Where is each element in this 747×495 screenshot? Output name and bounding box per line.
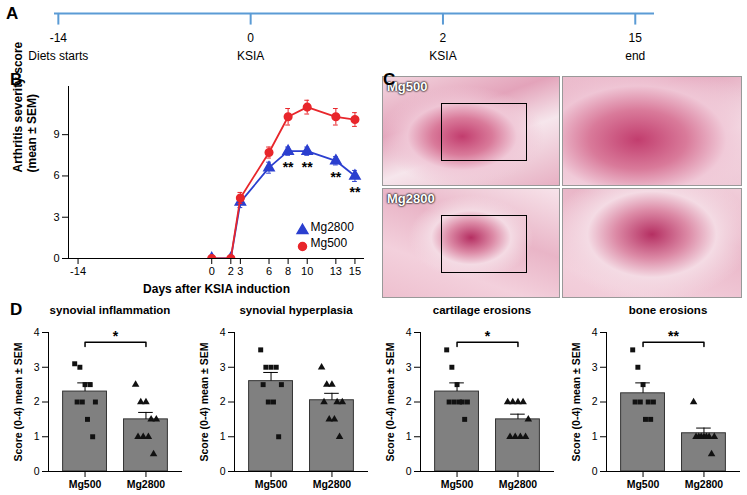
svg-text:KSIA: KSIA: [237, 49, 264, 63]
svg-text:13: 13: [330, 265, 342, 277]
svg-text:1: 1: [592, 430, 598, 442]
svg-text:Score (0-4) mean ± SEM: Score (0-4) mean ± SEM: [198, 342, 210, 461]
svg-text:0: 0: [34, 465, 40, 477]
svg-text:3: 3: [53, 211, 59, 223]
svg-text:Score (0-4) mean ± SEM: Score (0-4) mean ± SEM: [12, 342, 24, 461]
svg-text:0: 0: [406, 465, 412, 477]
svg-text:2: 2: [228, 265, 234, 277]
svg-text:end: end: [625, 49, 645, 63]
svg-text:Mg500: Mg500: [627, 478, 660, 490]
svg-text:Score (0-4) mean ± SEM: Score (0-4) mean ± SEM: [570, 342, 582, 461]
svg-text:0: 0: [592, 465, 598, 477]
svg-text:Mg500: Mg500: [441, 478, 474, 490]
svg-text:Mg500: Mg500: [311, 236, 348, 250]
svg-text:**: **: [330, 169, 341, 185]
svg-text:Mg500: Mg500: [255, 478, 288, 490]
svg-text:0: 0: [209, 265, 215, 277]
svg-text:0: 0: [220, 465, 226, 477]
svg-text:**: **: [668, 328, 679, 344]
svg-text:4: 4: [34, 326, 40, 338]
svg-text:2: 2: [406, 395, 412, 407]
svg-text:Mg2800: Mg2800: [311, 220, 355, 234]
svg-text:3: 3: [237, 265, 243, 277]
svg-text:**: **: [302, 159, 313, 175]
svg-text:**: **: [349, 184, 360, 200]
svg-text:3: 3: [406, 361, 412, 373]
svg-text:*: *: [485, 328, 491, 344]
svg-text:2: 2: [220, 395, 226, 407]
svg-text:Score (0-4) mean ± SEM: Score (0-4) mean ± SEM: [384, 342, 396, 461]
svg-text:15: 15: [349, 265, 361, 277]
svg-text:6: 6: [266, 265, 272, 277]
svg-text:2: 2: [592, 395, 598, 407]
svg-text:Mg2800: Mg2800: [499, 478, 538, 490]
svg-text:0: 0: [247, 31, 254, 45]
svg-text:-14: -14: [70, 265, 86, 277]
svg-text:1: 1: [34, 430, 40, 442]
svg-text:Mg2800: Mg2800: [313, 478, 352, 490]
svg-text:15: 15: [629, 31, 643, 45]
svg-text:1: 1: [220, 430, 226, 442]
svg-text:10: 10: [301, 265, 313, 277]
svg-text:0: 0: [53, 252, 59, 264]
svg-text:4: 4: [592, 326, 598, 338]
svg-text:Arthritis severity score(mean: Arthritis severity score(mean ± SEM): [11, 41, 39, 172]
svg-text:3: 3: [592, 361, 598, 373]
svg-text:Days after KSIA induction: Days after KSIA induction: [143, 282, 290, 296]
svg-text:4: 4: [406, 326, 412, 338]
svg-text:3: 3: [34, 361, 40, 373]
svg-text:8: 8: [285, 265, 291, 277]
svg-text:**: **: [283, 159, 294, 175]
svg-text:1: 1: [406, 430, 412, 442]
svg-text:Mg500: Mg500: [69, 478, 102, 490]
svg-text:2: 2: [34, 395, 40, 407]
svg-text:3: 3: [220, 361, 226, 373]
svg-text:9: 9: [53, 128, 59, 140]
svg-text:Diets starts: Diets starts: [28, 49, 88, 63]
svg-text:6: 6: [53, 169, 59, 181]
svg-text:Mg2800: Mg2800: [127, 478, 166, 490]
svg-text:*: *: [113, 328, 119, 344]
svg-text:Mg2800: Mg2800: [685, 478, 724, 490]
svg-text:4: 4: [220, 326, 226, 338]
svg-text:-14: -14: [50, 31, 68, 45]
svg-text:2: 2: [440, 31, 447, 45]
svg-text:KSIA: KSIA: [429, 49, 456, 63]
